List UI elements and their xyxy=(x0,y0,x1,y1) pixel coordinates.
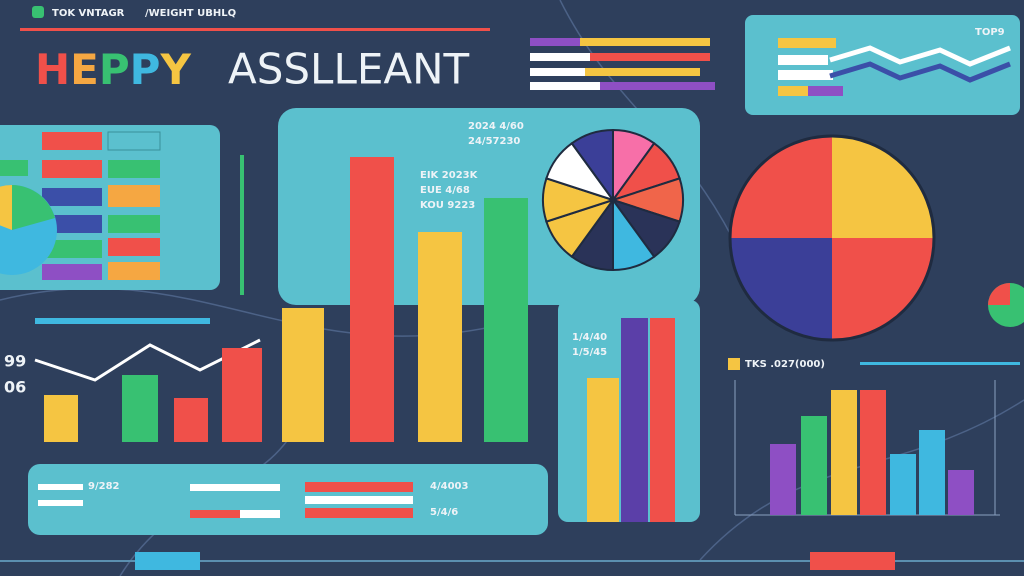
divider xyxy=(240,155,244,295)
panel-text: 2024 4/60 xyxy=(468,121,524,132)
big-pie xyxy=(728,134,936,342)
panel-text: 4/4003 xyxy=(430,481,468,492)
header-tag: /WEIGHT UBHLQ xyxy=(145,8,236,19)
side-pie xyxy=(988,283,1024,327)
main-pie xyxy=(542,128,684,272)
rule xyxy=(860,362,1020,365)
rule xyxy=(35,318,210,324)
title: HEPPY xyxy=(35,45,191,94)
panel xyxy=(28,464,548,535)
rule xyxy=(0,560,1024,562)
side-number: 06 xyxy=(4,378,26,397)
strip-block xyxy=(810,552,895,570)
pie-slice xyxy=(570,128,614,204)
panel-text: KOU 9223 xyxy=(420,200,475,211)
panel-text: EIK 2023K xyxy=(420,170,479,181)
panel-label: TOP9 xyxy=(975,27,1005,38)
panel-text: 1/4/40 xyxy=(572,332,607,343)
trend-line xyxy=(34,338,261,382)
side-number: 99 xyxy=(4,352,26,371)
header-tag: TOK VNTAGR xyxy=(52,8,125,19)
panel-bars xyxy=(38,482,413,518)
wave-line xyxy=(829,45,1011,67)
wave-line xyxy=(829,61,1011,83)
main-bars xyxy=(44,157,528,442)
panel-text: 1/5/45 xyxy=(572,347,607,358)
panel-text: 24/57230 xyxy=(468,136,520,147)
panel-bars xyxy=(778,38,843,96)
chart-label: TKS .027(000) xyxy=(745,359,825,370)
tag-icon xyxy=(32,6,44,18)
panel-bars xyxy=(587,318,675,522)
panel-text: 5/4/6 xyxy=(430,507,458,518)
legend-icon xyxy=(728,358,740,370)
title-letter: H xyxy=(35,45,70,94)
title-letter: P xyxy=(130,45,161,94)
header-rule xyxy=(20,28,490,31)
stripe-bars xyxy=(530,38,715,90)
left-pie xyxy=(0,185,57,275)
title: ASSLLEANT xyxy=(228,45,470,94)
panel-text: EUE 4/68 xyxy=(420,185,470,196)
title-letter: P xyxy=(99,45,130,94)
title-letter: Y xyxy=(159,45,191,94)
strip-block xyxy=(135,552,200,570)
panel-bars xyxy=(0,131,161,280)
panel-text: 9/282 xyxy=(88,481,120,492)
title-letter: E xyxy=(70,45,99,94)
right-bars xyxy=(770,390,974,515)
